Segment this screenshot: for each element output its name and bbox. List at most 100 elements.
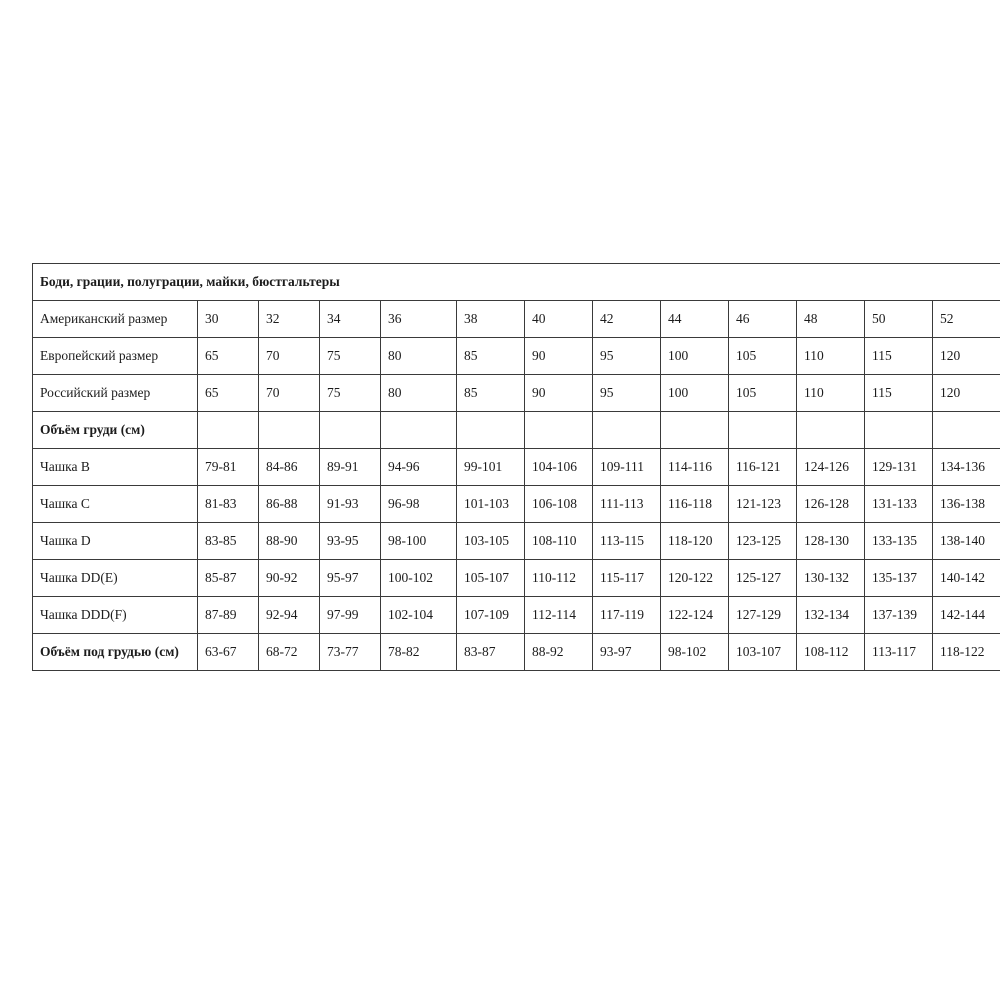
table-cell: 110 [796,374,865,412]
table-cell [796,411,865,449]
table-cell: 108-112 [796,633,865,671]
row-header-label: Объём груди (см) [32,411,198,449]
table-cell [258,411,320,449]
table-cell: 78-82 [380,633,457,671]
table-cell [380,411,457,449]
row-header-label: Чашка DD(E) [32,559,198,597]
table-cell: 93-97 [592,633,661,671]
table-cell: 46 [728,300,797,338]
table-row: Американский размер 30 32 34 36 38 40 42 44 46 48 5… [32,300,1000,338]
table-cell: 96-98 [380,485,457,523]
table-cell: 129-131 [864,448,933,486]
table-cell [660,411,729,449]
table-cell: 103-107 [728,633,797,671]
table-cell [456,411,525,449]
table-cell: 116-121 [728,448,797,486]
table-cell: 103-105 [456,522,525,560]
table-cell: 110 [796,337,865,375]
table-cell: 97-99 [319,596,381,634]
table-cell: 50 [864,300,933,338]
table-cell: 98-102 [660,633,729,671]
table-cell: 79-81 [197,448,259,486]
table-cell: 113-115 [592,522,661,560]
table-cell: 92-94 [258,596,320,634]
table-cell: 52 [931,300,1000,338]
table-cell: 68-72 [258,633,320,671]
table-cell: 80 [380,374,457,412]
table-cell: 65 [197,337,259,375]
table-cell: 48 [796,300,865,338]
row-header-label: Американский размер [32,300,198,338]
table-cell: 131-133 [864,485,933,523]
table-cell: 44 [660,300,729,338]
table-cell: 128-130 [796,522,865,560]
table-cell: 120-122 [660,559,729,597]
table-cell: 94-96 [380,448,457,486]
table-cell: 90 [524,337,593,375]
table-cell: 120 [931,337,1000,375]
table-row: Объём под грудью (см) 63-67 68-72 73-77 78-8… [32,633,1000,671]
table-cell [524,411,593,449]
table-cell: 114-116 [660,448,729,486]
table-row: Чашка B 79-81 84-86 89-91 94-96 99-101 104-106… [32,448,1000,486]
table-cell: 36 [380,300,457,338]
table-cell: 106-108 [524,485,593,523]
table-cell: 130-132 [796,559,865,597]
table-row: Объём груди (см) [32,411,1000,449]
table-cell: 134-136 [931,448,1000,486]
table-cell: 109-111 [592,448,661,486]
table-cell: 90 [524,374,593,412]
table-cell: 32 [258,300,320,338]
table-cell [197,411,259,449]
size-chart-table: Боди, грации, полуграции, майки, бюстгал… [31,263,1000,671]
table-cell: 112-114 [524,596,593,634]
table-cell: 95 [592,374,661,412]
table-cell: 108-110 [524,522,593,560]
table-cell: 115 [864,374,933,412]
table-cell: 83-85 [197,522,259,560]
table-row: Чашка C 81-83 86-88 91-93 96-98 101-103 106-10… [32,485,1000,523]
table-cell: 70 [258,337,320,375]
table-cell: 90-92 [258,559,320,597]
table-cell: 140-142 [931,559,1000,597]
table-cell: 102-104 [380,596,457,634]
table-cell: 100-102 [380,559,457,597]
table-row: Российский размер 65 70 75 80 85 90 95 100 105 110… [32,374,1000,412]
row-header-label: Российский размер [32,374,198,412]
table-cell: 113-117 [864,633,933,671]
table-cell: 81-83 [197,485,259,523]
table-cell: 85-87 [197,559,259,597]
table-cell [592,411,661,449]
table-cell [728,411,797,449]
table-row: Чашка DDD(F) 87-89 92-94 97-99 102-104 107-10… [32,596,1000,634]
table-cell: 30 [197,300,259,338]
table-row: Чашка D 83-85 88-90 93-95 98-100 103-105 108-1… [32,522,1000,560]
table-cell: 116-118 [660,485,729,523]
table-cell: 137-139 [864,596,933,634]
table-cell: 101-103 [456,485,525,523]
table-cell: 118-120 [660,522,729,560]
table-cell: 125-127 [728,559,797,597]
table-cell: 83-87 [456,633,525,671]
table-cell: 80 [380,337,457,375]
table-cell: 107-109 [456,596,525,634]
table-cell: 40 [524,300,593,338]
table-cell: 95 [592,337,661,375]
table-row: Европейский размер 65 70 75 80 85 90 95 100 105 11… [32,337,1000,375]
table-cell: 100 [660,337,729,375]
table-cell: 75 [319,337,381,375]
row-header-label: Объём под грудью (см) [32,633,198,671]
table-cell: 89-91 [319,448,381,486]
table-cell: 105 [728,374,797,412]
table-cell: 105 [728,337,797,375]
table-cell: 135-137 [864,559,933,597]
table-title-row: Боди, грации, полуграции, майки, бюстгал… [31,263,1000,301]
table-cell: 111-113 [592,485,661,523]
table-cell: 110-112 [524,559,593,597]
table-cell: 118-122 [931,633,1000,671]
table-cell: 73-77 [319,633,381,671]
table-cell: 85 [456,337,525,375]
table-cell: 132-134 [796,596,865,634]
table-cell: 127-129 [728,596,797,634]
table-cell: 87-89 [197,596,259,634]
